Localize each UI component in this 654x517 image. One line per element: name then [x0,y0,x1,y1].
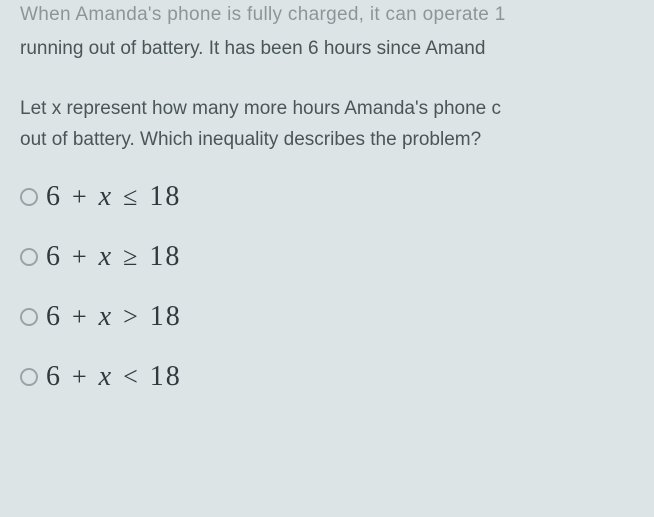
num-a: 6 [46,361,62,393]
expression-2: 6 + x ≥ 18 [46,241,181,273]
expression-4: 6 + x < 18 [46,361,182,393]
plus-op: + [72,302,89,332]
variable-x: x [99,241,113,273]
relation-op: < [123,362,140,392]
expression-3: 6 + x > 18 [46,301,182,333]
variable-x: x [99,301,113,333]
question-line-2: out of battery. Which inequality describ… [20,124,634,155]
option-2[interactable]: 6 + x ≥ 18 [20,241,634,273]
num-a: 6 [46,301,62,333]
num-a: 6 [46,241,62,273]
relation-op: > [123,302,140,332]
relation-op: ≥ [123,242,139,272]
option-3[interactable]: 6 + x > 18 [20,301,634,333]
expression-1: 6 + x ≤ 18 [46,181,181,213]
variable-x: x [99,361,113,393]
num-a: 6 [46,181,62,213]
num-b: 18 [150,361,182,393]
radio-icon[interactable] [20,188,38,206]
context-line-1: When Amanda's phone is fully charged, it… [20,0,634,30]
question-block: Let x represent how many more hours Aman… [20,93,634,156]
radio-icon[interactable] [20,308,38,326]
num-b: 18 [150,301,182,333]
num-b: 18 [149,241,181,273]
relation-op: ≤ [123,182,139,212]
options-list: 6 + x ≤ 18 6 + x ≥ 18 6 + x > 18 6 + [20,181,634,393]
num-b: 18 [149,181,181,213]
plus-op: + [72,362,89,392]
context-line-2: running out of battery. It has been 6 ho… [20,34,634,64]
option-1[interactable]: 6 + x ≤ 18 [20,181,634,213]
variable-x: x [99,181,113,213]
plus-op: + [72,242,89,272]
question-line-1: Let x represent how many more hours Aman… [20,93,634,124]
plus-op: + [72,182,89,212]
option-4[interactable]: 6 + x < 18 [20,361,634,393]
radio-icon[interactable] [20,248,38,266]
radio-icon[interactable] [20,368,38,386]
